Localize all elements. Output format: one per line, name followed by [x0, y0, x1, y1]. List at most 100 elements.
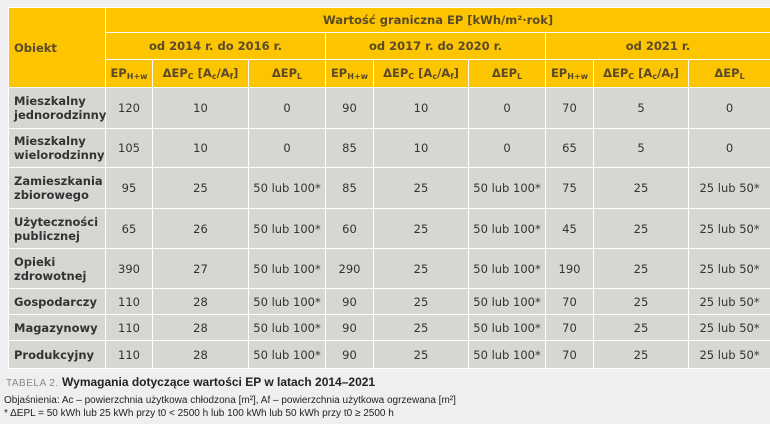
table-cell: 90 [325, 314, 374, 341]
table-cell: 25 [593, 340, 689, 369]
subscript: C [187, 72, 194, 81]
table-cell: 25 lub 50* [687, 248, 770, 289]
header-text: [A [634, 66, 653, 80]
table-cell: 25 [373, 340, 469, 369]
table-cell: 50 lub 100* [248, 288, 326, 315]
table-cell: 5 [593, 87, 689, 129]
header-text: ] [453, 66, 459, 80]
header-text: ΔEP [491, 66, 518, 80]
table-cell: 50 lub 100* [468, 314, 546, 341]
ep-requirements-table: Obiekt Wartość graniczna EP [kWh/m²·rok]… [8, 7, 770, 369]
header-delta-ep-c: ΔEPC [Ac/Af] [152, 59, 249, 88]
table-cell: 10 [152, 87, 249, 129]
table-cell: 190 [545, 248, 594, 289]
table-cell: 75 [545, 167, 594, 209]
table-cell: 110 [105, 288, 153, 315]
table-cell: 70 [545, 288, 594, 315]
note-explanation: Objaśnienia: Ac – powierzchnia użytkowa … [4, 395, 456, 406]
header-text: /A [437, 66, 451, 80]
header-ep: EPH+w [545, 59, 594, 88]
header-delta-ep-l: ΔEPL [468, 59, 546, 88]
table-cell: 25 [373, 167, 469, 209]
table-cell: 25 [373, 208, 469, 249]
table-cell: 10 [152, 128, 249, 168]
header-delta-ep-c: ΔEPC [Ac/Af] [593, 59, 689, 88]
table-cell: 90 [325, 87, 374, 129]
header-delta-ep-c: ΔEPC [Ac/Af] [373, 59, 469, 88]
table-cell: 25 [373, 288, 469, 315]
table-cell: 10 [373, 128, 469, 168]
header-main: Wartość graniczna EP [kWh/m²·rok] [104, 7, 770, 33]
subscript: L [297, 72, 303, 81]
table-cell: 0 [248, 87, 326, 129]
subscript: C [628, 72, 635, 81]
note-footnote: * ΔEPL = 50 kWh lub 25 kWh przy t0 < 250… [4, 408, 394, 419]
header-period-1: od 2014 r. do 2016 r. [105, 32, 326, 60]
table-cell: 25 [593, 208, 689, 249]
table-cell: 25 lub 50* [687, 208, 770, 249]
header-text: /A [216, 66, 230, 80]
table-cell: 25 lub 50* [687, 167, 770, 209]
table-cell: 28 [152, 340, 249, 369]
table-row: Mieszkalny jednorodzinny 120 10 0 90 10 0 70 5 0 [8, 87, 770, 129]
row-name: Opieki zdrowotnej [8, 248, 106, 289]
subscript: c [652, 72, 658, 81]
table-cell: 50 lub 100* [468, 288, 546, 315]
subscript: f [229, 72, 234, 81]
table-cell: 5 [593, 128, 689, 168]
subscript: c [432, 72, 438, 81]
table-row: Mieszkalny wielorodzinny 105 10 0 85 10 0 65 5 0 [8, 128, 770, 168]
table-cell: 10 [373, 87, 469, 129]
table-cell: 25 [593, 248, 689, 289]
table-cell: 0 [687, 128, 770, 168]
table-cell: 70 [545, 87, 594, 129]
table-caption: TABELA 2. Wymagania dotyczące wartości E… [6, 375, 375, 389]
subscript: L [517, 72, 523, 81]
table-cell: 290 [325, 248, 374, 289]
header-text: EP [550, 66, 568, 80]
table-cell: 85 [325, 167, 374, 209]
table-cell: 25 lub 50* [687, 288, 770, 315]
row-name: Mieszkalny jednorodzinny [8, 87, 106, 129]
subscript: H+w [126, 72, 148, 81]
table-cell: 90 [325, 340, 374, 369]
table-cell: 90 [325, 288, 374, 315]
table-cell: 120 [105, 87, 153, 129]
table-cell: 95 [105, 167, 153, 209]
row-name: Produkcyjny [8, 340, 106, 369]
table-cell: 50 lub 100* [248, 167, 326, 209]
table-cell: 28 [152, 314, 249, 341]
table-cell: 105 [105, 128, 153, 168]
header-period-3: od 2021 r. [544, 32, 770, 60]
table-cell: 110 [105, 314, 153, 341]
table-cell: 25 [593, 167, 689, 209]
header-text: ΔEP [714, 66, 740, 80]
table-cell: 25 [152, 167, 249, 209]
header-text: EP [110, 66, 127, 80]
subscript: f [670, 72, 674, 81]
table-cell: 50 lub 100* [468, 208, 546, 249]
row-name: Gospodarczy [8, 288, 106, 315]
table-cell: 390 [105, 248, 153, 289]
table-row: Produkcyjny 110 28 50 lub 100* 90 25 50 lub 10… [8, 340, 770, 369]
table-cell: 110 [105, 340, 153, 369]
table-cell: 25 lub 50* [687, 314, 770, 341]
header-period-2: od 2017 r. do 2020 r. [325, 32, 546, 60]
table-cell: 50 lub 100* [468, 248, 546, 289]
header-ep: EPH+w [105, 59, 153, 88]
table-cell: 28 [152, 288, 249, 315]
table-cell: 0 [468, 128, 546, 168]
table-cell: 50 lub 100* [468, 340, 546, 369]
table-row: Zamieszkania zbiorowego 95 25 50 lub 100* 85… [8, 167, 770, 209]
subscript: L [739, 72, 745, 81]
table-cell: 70 [545, 340, 594, 369]
header-text: ΔEP [162, 66, 188, 80]
header-ep: EPH+w [325, 59, 374, 88]
row-name: Mieszkalny wielorodzinny [8, 128, 106, 168]
table-cell: 60 [325, 208, 374, 249]
header-text: [A [414, 66, 433, 80]
header-text: EP [330, 66, 348, 80]
row-name: Zamieszkania zbiorowego [8, 167, 106, 209]
table-cell: 0 [248, 128, 326, 168]
table-cell: 50 lub 100* [248, 314, 326, 341]
